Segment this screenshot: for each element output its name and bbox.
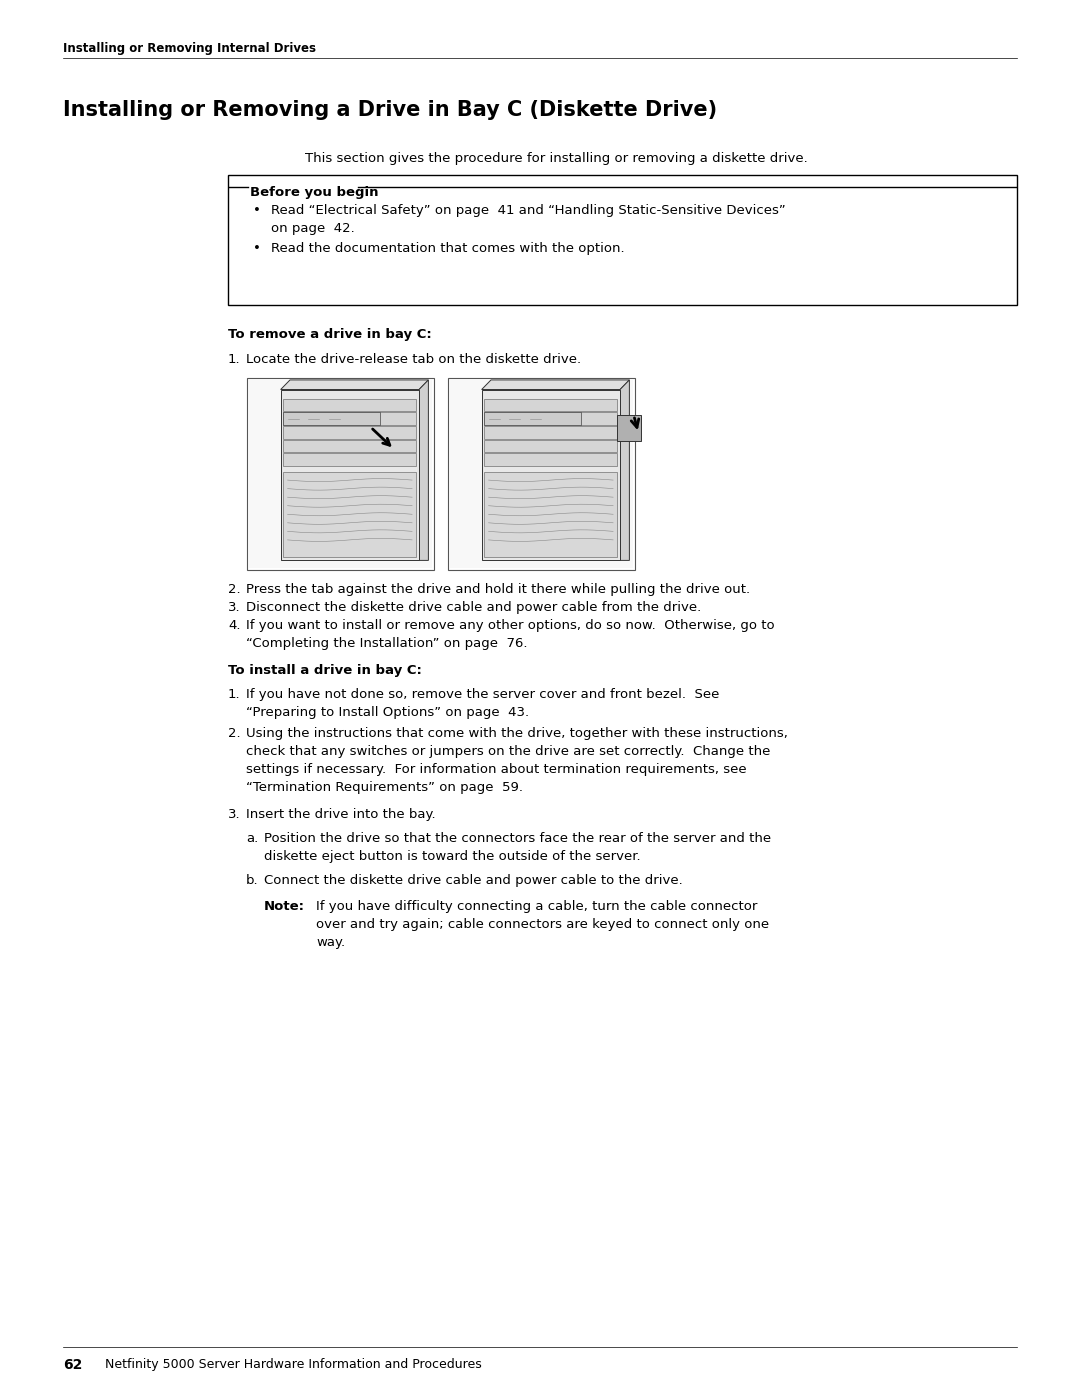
- Text: 2.: 2.: [228, 726, 241, 740]
- Text: “Termination Requirements” on page  59.: “Termination Requirements” on page 59.: [246, 781, 523, 793]
- Text: Press the tab against the drive and hold it there while pulling the drive out.: Press the tab against the drive and hold…: [246, 583, 751, 597]
- Text: This section gives the procedure for installing or removing a diskette drive.: This section gives the procedure for ins…: [305, 152, 808, 165]
- Bar: [283, 398, 416, 411]
- Text: Note:: Note:: [264, 900, 305, 914]
- Bar: [485, 426, 618, 439]
- Text: 4.: 4.: [228, 619, 241, 631]
- Text: Installing or Removing a Drive in Bay C (Diskette Drive): Installing or Removing a Drive in Bay C …: [63, 101, 717, 120]
- Text: 2.: 2.: [228, 583, 241, 597]
- Text: way.: way.: [316, 936, 346, 949]
- Polygon shape: [281, 380, 429, 390]
- Bar: [450, 380, 633, 569]
- Text: Using the instructions that come with the drive, together with these instruction: Using the instructions that come with th…: [246, 726, 788, 740]
- Bar: [485, 453, 618, 467]
- Bar: [485, 472, 618, 557]
- Text: Insert the drive into the bay.: Insert the drive into the bay.: [246, 807, 435, 821]
- Bar: [283, 426, 416, 439]
- Text: Connect the diskette drive cable and power cable to the drive.: Connect the diskette drive cable and pow…: [264, 875, 683, 887]
- Text: •: •: [253, 242, 261, 256]
- Bar: [485, 440, 618, 453]
- Bar: [448, 379, 635, 570]
- Bar: [283, 440, 416, 453]
- Text: 3.: 3.: [228, 807, 241, 821]
- Polygon shape: [482, 380, 630, 390]
- Text: Installing or Removing Internal Drives: Installing or Removing Internal Drives: [63, 42, 316, 54]
- Text: If you have not done so, remove the server cover and front bezel.  See: If you have not done so, remove the serv…: [246, 687, 719, 701]
- Text: diskette eject button is toward the outside of the server.: diskette eject button is toward the outs…: [264, 849, 640, 863]
- Bar: [482, 390, 620, 560]
- Text: •: •: [253, 204, 261, 217]
- Bar: [249, 380, 432, 569]
- Polygon shape: [419, 380, 429, 560]
- Bar: [247, 379, 434, 570]
- Bar: [618, 415, 640, 441]
- Bar: [283, 472, 416, 557]
- Bar: [485, 398, 618, 411]
- Bar: [281, 390, 419, 560]
- Text: Locate the drive-release tab on the diskette drive.: Locate the drive-release tab on the disk…: [246, 353, 581, 366]
- Text: over and try again; cable connectors are keyed to connect only one: over and try again; cable connectors are…: [316, 918, 769, 930]
- Text: If you want to install or remove any other options, do so now.  Otherwise, go to: If you want to install or remove any oth…: [246, 619, 774, 631]
- Text: b.: b.: [246, 875, 258, 887]
- Text: 62: 62: [63, 1358, 82, 1372]
- Text: on page  42.: on page 42.: [271, 222, 354, 235]
- Text: Position the drive so that the connectors face the rear of the server and the: Position the drive so that the connector…: [264, 833, 771, 845]
- Bar: [283, 412, 416, 425]
- Text: check that any switches or jumpers on the drive are set correctly.  Change the: check that any switches or jumpers on th…: [246, 745, 770, 759]
- Bar: [485, 412, 618, 425]
- Text: “Completing the Installation” on page  76.: “Completing the Installation” on page 76…: [246, 637, 527, 650]
- Bar: [283, 412, 380, 425]
- Text: Before you begin: Before you begin: [249, 186, 378, 198]
- Bar: [283, 453, 416, 467]
- Bar: [485, 412, 581, 425]
- Polygon shape: [620, 380, 630, 560]
- Bar: [228, 175, 1017, 305]
- Text: Disconnect the diskette drive cable and power cable from the drive.: Disconnect the diskette drive cable and …: [246, 601, 701, 615]
- Text: settings if necessary.  For information about termination requirements, see: settings if necessary. For information a…: [246, 763, 746, 775]
- Text: “Preparing to Install Options” on page  43.: “Preparing to Install Options” on page 4…: [246, 705, 529, 719]
- Text: a.: a.: [246, 833, 258, 845]
- Text: If you have difficulty connecting a cable, turn the cable connector: If you have difficulty connecting a cabl…: [316, 900, 757, 914]
- Text: 3.: 3.: [228, 601, 241, 615]
- Text: To install a drive in bay C:: To install a drive in bay C:: [228, 664, 422, 678]
- Text: 1.: 1.: [228, 353, 241, 366]
- Text: To remove a drive in bay C:: To remove a drive in bay C:: [228, 328, 432, 341]
- Text: Read the documentation that comes with the option.: Read the documentation that comes with t…: [271, 242, 624, 256]
- Text: 1.: 1.: [228, 687, 241, 701]
- Text: Read “Electrical Safety” on page  41 and “Handling Static-Sensitive Devices”: Read “Electrical Safety” on page 41 and …: [271, 204, 786, 217]
- Text: Netfinity 5000 Server Hardware Information and Procedures: Netfinity 5000 Server Hardware Informati…: [105, 1358, 482, 1370]
